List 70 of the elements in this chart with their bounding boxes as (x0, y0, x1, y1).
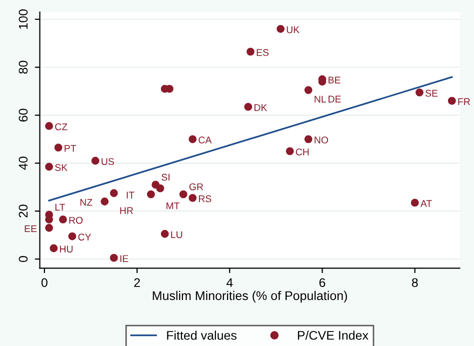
annotation: SI (162, 174, 170, 181)
annotation: AT (420, 200, 432, 207)
annotation: HU (60, 246, 73, 253)
annotation: SE (425, 90, 438, 97)
annotation: RO (69, 216, 83, 224)
annotation: US (102, 158, 114, 166)
annotation: NO (314, 136, 328, 144)
x-tick-label: 4 (226, 278, 233, 287)
annotation: CZ (55, 123, 68, 130)
point (304, 86, 312, 94)
x-axis-title: Muslim Minorities (% of Population) (152, 290, 347, 303)
y-tick-label: 40 (18, 156, 28, 170)
annotation: EE (24, 225, 37, 232)
point (276, 24, 285, 33)
point (45, 224, 54, 232)
annotation: NL (314, 96, 326, 103)
annotation: HR (120, 207, 134, 214)
x-tick-label: 2 (134, 278, 140, 287)
point (179, 190, 188, 198)
point (45, 122, 54, 130)
y-tick-label: 20 (18, 204, 28, 218)
point (110, 254, 118, 262)
annotation: RS (198, 195, 212, 202)
annotation: FR (458, 98, 470, 105)
point (100, 198, 109, 206)
x-tick-label: 8 (412, 278, 418, 288)
point (304, 135, 312, 144)
annotation: GR (189, 183, 204, 190)
point (50, 244, 58, 252)
point (244, 102, 252, 111)
point (45, 162, 54, 171)
y-tick-label: 0 (18, 256, 28, 262)
point (59, 216, 67, 224)
point (410, 198, 419, 207)
annotation: LT (55, 204, 66, 211)
point (188, 194, 197, 202)
x-tick-label: 6 (319, 278, 326, 288)
annotation: CY (78, 234, 92, 241)
point (68, 232, 76, 240)
point (246, 48, 254, 56)
point (416, 88, 424, 96)
point (188, 135, 197, 144)
point (156, 184, 164, 192)
annotation: IE (120, 255, 128, 262)
y-tick-label: 60 (18, 108, 28, 122)
annotation: BE (328, 76, 340, 84)
x-tick-label: 0 (41, 278, 48, 288)
point (54, 144, 62, 152)
legend-label: Fitted values (167, 330, 236, 340)
annotation: DE (328, 96, 341, 102)
point (286, 147, 294, 156)
point (160, 230, 169, 238)
annotation: MT (166, 202, 180, 210)
point (91, 156, 100, 165)
point (448, 96, 456, 105)
y-tick-label: 100 (18, 9, 28, 29)
annotation: CH (296, 148, 309, 156)
annotation: LU (171, 231, 182, 238)
annotation: NZ (80, 198, 92, 206)
y-tick-label: 80 (18, 60, 28, 74)
annotation: IT (126, 192, 134, 198)
annotation: CA (198, 136, 212, 144)
legend-label: P/CVE Index (298, 330, 368, 340)
annotation: PT (64, 145, 76, 152)
annotation: UK (286, 26, 300, 34)
point (110, 189, 118, 198)
annotation: ES (256, 49, 269, 56)
point (146, 190, 155, 198)
annotation: SK (55, 164, 68, 172)
annotation: DK (254, 104, 268, 111)
